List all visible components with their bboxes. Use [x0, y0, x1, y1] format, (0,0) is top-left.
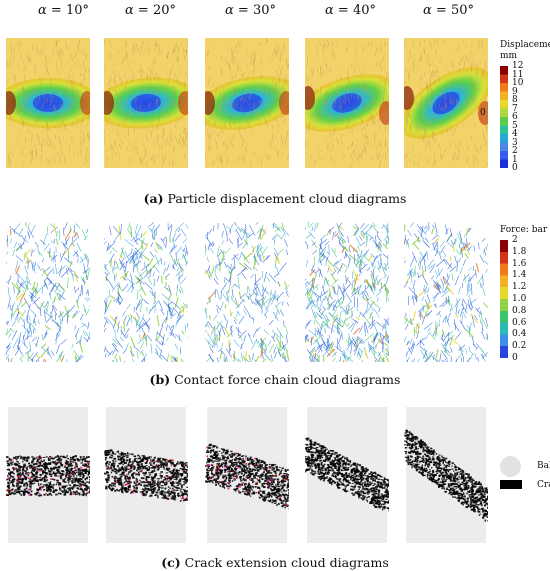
- displacement-panel: [404, 38, 488, 168]
- crack-panel: [6, 405, 90, 545]
- colorbar-tick-label: 1.0: [512, 294, 527, 304]
- caption-b: (b) Contact force chain cloud diagrams: [149, 372, 401, 387]
- crack-panel: [104, 405, 188, 545]
- colorbar-tick-label: 0.4: [512, 329, 527, 340]
- displacement-panel: [305, 38, 389, 168]
- ball-legend-label: Ball: [537, 461, 550, 471]
- colorbar-tick-label: 0: [512, 353, 518, 363]
- angle-label-20: α = 20°: [125, 3, 176, 18]
- crack-panel: [305, 405, 389, 545]
- colorbar-tick-label: 0.8: [512, 305, 527, 316]
- colorbar-tick-label: 8: [512, 95, 518, 105]
- force-chain-panel: [104, 222, 188, 362]
- displacement-colorbar-unit: mm: [500, 51, 518, 61]
- colorbar-tick-label: 3: [512, 137, 518, 148]
- ball-legend-swatch: [500, 456, 521, 477]
- colorbar-tick-label: 9: [512, 86, 518, 97]
- crack-legend-swatch: [500, 480, 522, 489]
- angle-label-50: α = 50°: [423, 3, 474, 18]
- force-chain-panel: [205, 222, 289, 362]
- crack-panel: [205, 405, 289, 545]
- colorbar-tick-label: 0: [512, 163, 518, 173]
- colorbar-tick-label: 1.6: [512, 258, 527, 269]
- colorbar-tick-label: 1.4: [512, 270, 527, 281]
- colorbar-tick-label: 2: [512, 146, 518, 156]
- colorbar-tick-label: 5: [512, 120, 518, 131]
- colorbar-tick-label: 0.2: [512, 341, 527, 352]
- colorbar-tick-label: 1: [512, 154, 518, 165]
- displacement-panel: [104, 38, 188, 168]
- colorbar-tick-label: 0.6: [512, 317, 527, 328]
- displacement-colorbar: [500, 66, 508, 168]
- crack-legend-label: Crack: [537, 480, 550, 490]
- colorbar-tick-label: 4: [512, 129, 518, 139]
- displacement-panel: [6, 38, 90, 168]
- force-chain-panel: [305, 222, 389, 362]
- crack-panel: [404, 405, 488, 545]
- colorbar-tick-label: 10: [512, 78, 524, 88]
- colorbar-tick-label: 1.2: [512, 282, 527, 293]
- colorbar-tick-label: 6: [512, 112, 518, 122]
- colorbar-tick-label: 11: [512, 69, 524, 80]
- colorbar-tick-label: 1.8: [512, 246, 527, 257]
- angle-label-40: α = 40°: [325, 3, 376, 18]
- colorbar-tick-label: 12: [512, 61, 524, 71]
- displacement-panel: [205, 38, 289, 168]
- force-colorbar: [500, 240, 508, 358]
- caption-a: (a) Particle displacement cloud diagrams: [143, 191, 407, 206]
- displacement-colorbar-title: Displacement:: [500, 40, 550, 50]
- caption-c: (c) Crack extension cloud diagrams: [161, 555, 389, 570]
- angle-label-10: α = 10°: [38, 3, 89, 18]
- force-colorbar-title: Force: bar: [500, 225, 548, 235]
- angle-label-30: α = 30°: [225, 3, 276, 18]
- colorbar-tick-label: 2: [512, 235, 518, 245]
- displacement-side-label: 0: [480, 108, 486, 118]
- colorbar-tick-label: 7: [512, 103, 518, 114]
- force-chain-panel: [404, 222, 488, 362]
- force-chain-panel: [6, 222, 90, 362]
